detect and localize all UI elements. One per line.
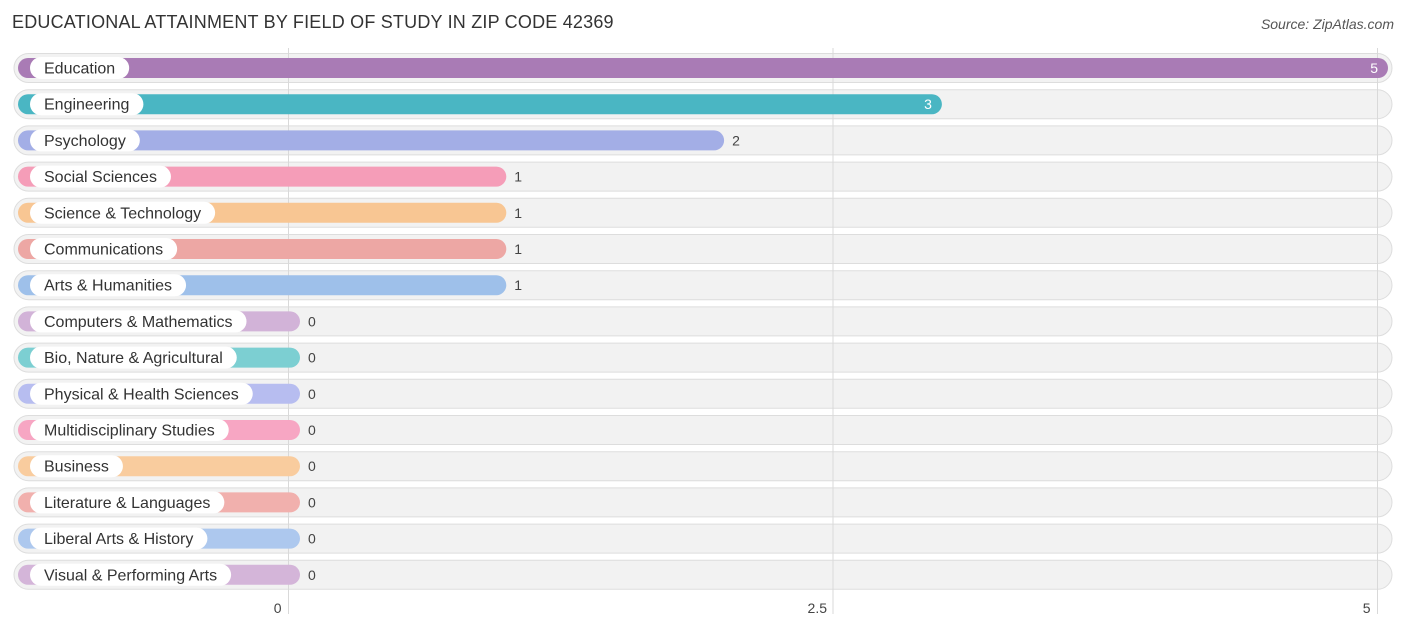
row-background bbox=[13, 451, 1393, 482]
value-label: 5 bbox=[1370, 60, 1378, 76]
bar bbox=[18, 94, 942, 115]
category-label-pill bbox=[30, 491, 225, 514]
category-label-pill bbox=[30, 93, 144, 116]
value-label: 2 bbox=[732, 132, 740, 148]
x-axis-ticks: 0 2.5 5 bbox=[274, 600, 1371, 616]
category-label: Social Sciences bbox=[44, 169, 157, 186]
category-label: Bio, Nature & Agricultural bbox=[44, 350, 223, 367]
category-label: Physical & Health Sciences bbox=[44, 386, 239, 403]
row-background bbox=[13, 378, 1393, 409]
value-label: 0 bbox=[308, 458, 316, 474]
category-label: Engineering bbox=[44, 97, 129, 114]
category-label-pill bbox=[30, 563, 232, 586]
x-tick-label: 0 bbox=[274, 600, 282, 616]
chart-title: EDUCATIONAL ATTAINMENT BY FIELD OF STUDY… bbox=[12, 12, 614, 32]
category-label-pill bbox=[30, 165, 171, 188]
value-label: 1 bbox=[514, 205, 522, 221]
bar bbox=[18, 58, 1388, 78]
category-label: Business bbox=[44, 459, 109, 476]
value-label: 1 bbox=[514, 169, 522, 185]
row-background bbox=[13, 342, 1393, 373]
row-background bbox=[13, 523, 1393, 554]
bar bbox=[18, 130, 725, 151]
value-label: 0 bbox=[308, 422, 316, 438]
category-label: Education bbox=[44, 61, 115, 78]
category-label: Psychology bbox=[44, 133, 126, 150]
value-label: 0 bbox=[308, 350, 316, 366]
x-tick-label: 2.5 bbox=[808, 600, 828, 616]
row-background bbox=[13, 559, 1393, 590]
category-label: Literature & Languages bbox=[44, 495, 210, 512]
category-label: Science & Technology bbox=[44, 205, 201, 222]
chart-bars: Education 5 Engineering 3 Psychology 2 Social … bbox=[18, 57, 1388, 586]
category-label-pill bbox=[30, 346, 237, 369]
category-label-pill bbox=[30, 419, 229, 441]
category-label-pill bbox=[30, 238, 178, 260]
value-label: 3 bbox=[924, 96, 932, 112]
category-label-pill bbox=[30, 455, 123, 478]
category-label-pill bbox=[30, 274, 187, 297]
source-credit: Source: ZipAtlas.com bbox=[1260, 16, 1394, 32]
category-label: Visual & Performing Arts bbox=[44, 567, 217, 584]
category-label-pill bbox=[30, 527, 208, 550]
row-background bbox=[13, 415, 1393, 445]
category-label: Liberal Arts & History bbox=[44, 531, 193, 548]
value-label: 1 bbox=[514, 241, 522, 257]
row-background bbox=[13, 306, 1393, 337]
x-tick-label: 5 bbox=[1363, 600, 1371, 616]
category-label-pill bbox=[30, 310, 247, 333]
value-label: 0 bbox=[308, 494, 316, 510]
category-label-pill bbox=[30, 382, 253, 405]
value-label: 1 bbox=[514, 277, 522, 293]
category-label: Arts & Humanities bbox=[44, 278, 172, 295]
category-label: Multidisciplinary Studies bbox=[44, 423, 215, 440]
category-label-pill bbox=[30, 201, 216, 224]
value-label: 0 bbox=[308, 567, 316, 583]
category-label: Communications bbox=[44, 242, 163, 259]
category-label-pill bbox=[30, 57, 130, 79]
value-label: 0 bbox=[308, 313, 316, 329]
value-label: 0 bbox=[308, 386, 316, 402]
category-label: Computers & Mathematics bbox=[44, 314, 233, 331]
category-label-pill bbox=[30, 129, 140, 152]
row-background bbox=[13, 487, 1393, 518]
value-label: 0 bbox=[308, 531, 316, 547]
